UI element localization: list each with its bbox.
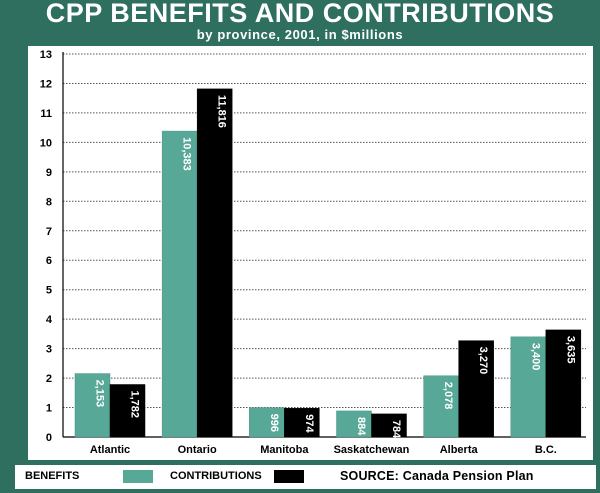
data-label: 884 <box>355 417 367 436</box>
legend: BENEFITS CONTRIBUTIONS SOURCE: Canada Pe… <box>15 465 596 489</box>
y-tick-label: 8 <box>46 196 52 208</box>
data-label: 10,383 <box>181 137 193 171</box>
bar-benefits <box>510 336 547 438</box>
bar-contributions <box>458 340 494 438</box>
bar-contributions <box>109 384 146 438</box>
legend-label-benefits: BENEFITS <box>25 470 80 482</box>
x-tick-label: Manitoba <box>260 444 309 456</box>
y-tick-label: 10 <box>40 137 52 149</box>
legend-label-contributions: CONTRIBUTIONS <box>170 470 262 482</box>
data-label: 974 <box>303 414 315 433</box>
x-tick-label: Alberta <box>440 444 479 456</box>
bar-benefits <box>336 410 372 438</box>
x-tick-label: Atlantic <box>90 444 130 456</box>
y-tick-label: 4 <box>46 314 53 326</box>
data-label: 3,400 <box>529 343 541 371</box>
chart-title: CPP BENEFITS AND CONTRIBUTIONS <box>45 0 555 28</box>
x-tick-label: Ontario <box>178 444 217 456</box>
y-tick-label: 9 <box>46 167 52 179</box>
y-tick-label: 11 <box>40 108 52 120</box>
x-tick-label: B.C. <box>535 444 557 456</box>
bar-contributions <box>196 88 233 438</box>
bar-contributions <box>284 408 320 438</box>
y-tick-label: 13 <box>40 49 52 61</box>
bar-benefits <box>161 130 198 438</box>
plot-area: 0 1 2 3 4 5 6 7 8 9 10 11 12 13 2,153 1,782 Atlantic 10,3… <box>28 46 593 460</box>
bar-contributions <box>545 329 582 438</box>
y-tick-label: 2 <box>46 373 52 385</box>
y-tick-label: 7 <box>46 226 52 238</box>
chart-subtitle: by province, 2001, in $millions <box>196 27 404 42</box>
legend-swatch-benefits <box>123 470 153 483</box>
bar-benefits <box>423 375 459 438</box>
data-label: 996 <box>268 414 280 432</box>
data-label: 3,270 <box>477 347 489 375</box>
legend-swatch-contributions <box>274 470 304 483</box>
x-tick-label: Saskatchewan <box>334 444 410 456</box>
data-label: 2,153 <box>94 380 106 408</box>
bar-benefits <box>74 373 111 438</box>
y-tick-label: 6 <box>46 255 52 267</box>
y-tick-label: 3 <box>46 344 52 356</box>
y-tick-label: 5 <box>46 285 52 297</box>
bar-contributions <box>371 413 407 438</box>
data-label: 784 <box>390 420 402 439</box>
y-tick-label: 1 <box>46 403 52 415</box>
data-label: 2,078 <box>442 382 454 410</box>
data-label: 11,816 <box>216 95 228 128</box>
y-tick-label: 0 <box>46 432 52 444</box>
data-label: 1,782 <box>129 390 141 418</box>
source-note: SOURCE: Canada Pension Plan <box>340 469 534 483</box>
bar-benefits <box>249 407 285 438</box>
y-tick-label: 12 <box>40 78 52 90</box>
data-label: 3,635 <box>564 336 576 364</box>
